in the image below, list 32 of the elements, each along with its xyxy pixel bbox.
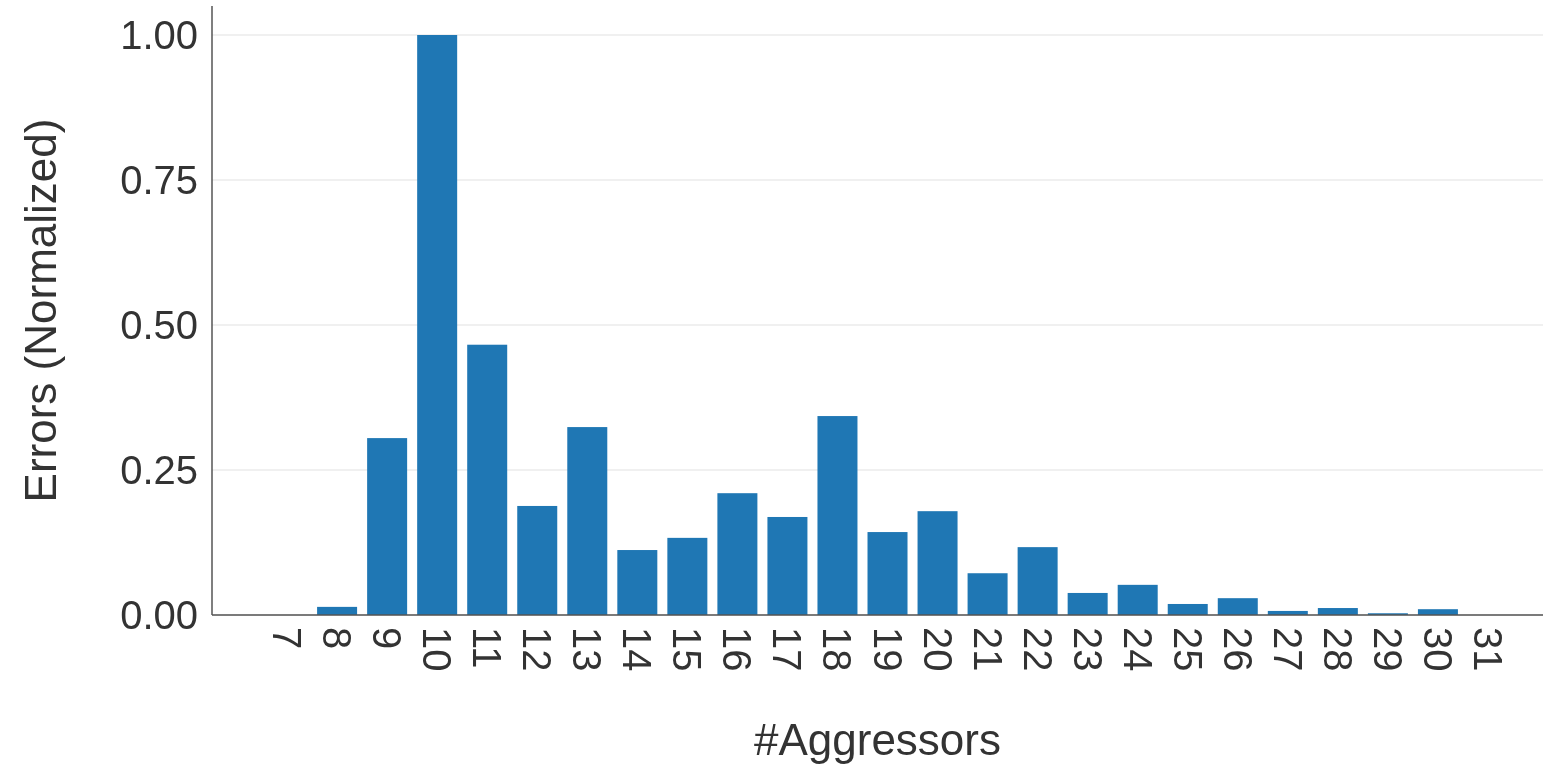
x-tick-label: 10 bbox=[415, 627, 460, 672]
x-tick-label: 13 bbox=[565, 627, 610, 672]
x-tick-label: 11 bbox=[465, 627, 510, 669]
x-tick-label: 16 bbox=[715, 627, 760, 672]
x-tick-label: 23 bbox=[1065, 627, 1110, 672]
x-tick-label: 18 bbox=[815, 627, 860, 672]
x-axis-title: #Aggressors bbox=[753, 715, 1002, 764]
x-tick-label: 7 bbox=[265, 627, 310, 650]
x-tick-label: 28 bbox=[1315, 627, 1360, 672]
y-tick-label: 0.25 bbox=[120, 448, 198, 492]
y-tick-label: 0.75 bbox=[120, 158, 198, 202]
x-tick-label: 24 bbox=[1115, 627, 1160, 672]
x-tick-label: 30 bbox=[1415, 627, 1460, 672]
x-tick-label: 15 bbox=[665, 627, 710, 672]
y-axis-title: Errors (Normalized) bbox=[16, 118, 65, 503]
x-tick-label: 21 bbox=[965, 627, 1010, 672]
y-tick-label: 0.50 bbox=[120, 303, 198, 347]
x-tick-label: 17 bbox=[765, 627, 810, 672]
x-tick-label: 9 bbox=[365, 627, 410, 650]
y-tick-label: 1.00 bbox=[120, 13, 198, 57]
x-tick-label: 22 bbox=[1015, 627, 1060, 672]
x-tick-label: 20 bbox=[915, 627, 960, 672]
x-tick-label: 14 bbox=[615, 627, 660, 672]
x-tick-label: 12 bbox=[515, 627, 560, 672]
x-tick-label: 31 bbox=[1465, 627, 1510, 672]
x-tick-label: 19 bbox=[865, 627, 910, 672]
x-tick-label: 25 bbox=[1165, 627, 1210, 672]
x-tick-label: 8 bbox=[315, 627, 360, 650]
x-tick-label: 29 bbox=[1365, 627, 1410, 672]
x-tick-label: 27 bbox=[1265, 627, 1310, 672]
y-tick-label: 0.00 bbox=[120, 593, 198, 637]
x-tick-label: 26 bbox=[1215, 627, 1260, 672]
